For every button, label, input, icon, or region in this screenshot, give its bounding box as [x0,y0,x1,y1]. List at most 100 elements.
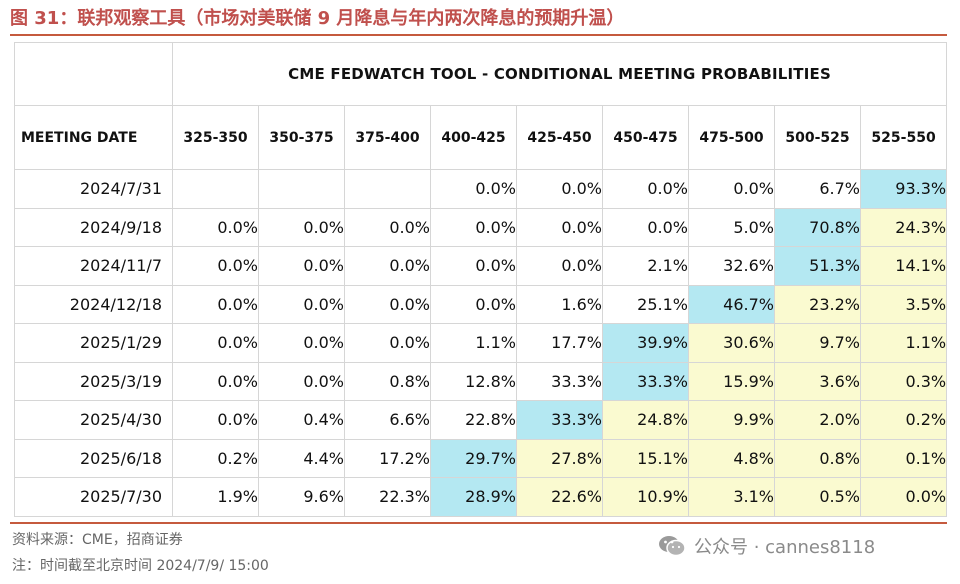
source-note: 资料来源：CME，招商证券 [12,532,183,548]
probability-cell: 15.9% [688,361,775,401]
probability-cell: 0.0% [516,207,603,247]
probability-cell: 0.8% [344,361,431,401]
probability-cell: 0.0% [430,284,517,324]
figure-title: 图 31：联邦观察工具（市场对美联储 9 月降息与年内两次降息的预期升温） [10,8,625,29]
probability-cell: 46.7% [688,284,775,324]
table-row: 2024/12/18 0.0% 0.0% 0.0% 0.0% 1.6% 25.1% 46.7%… [14,284,948,324]
probability-cell: 0.2% [172,438,259,478]
probability-cell: 0.0% [344,207,431,247]
probability-cell: 17.2% [344,438,431,478]
meeting-date-cell: 2025/6/18 [14,438,173,478]
probability-cell: 22.8% [430,400,517,440]
probability-cell: 0.0% [172,323,259,363]
probability-cell: 3.6% [774,361,861,401]
table-row: 2025/3/19 0.0% 0.0% 0.8% 12.8% 33.3% 33.3% 15.9… [14,361,948,401]
table-row: 2025/4/30 0.0% 0.4% 6.6% 22.8% 33.3% 24.8% 9.9%… [14,400,948,440]
probability-cell: 0.5% [774,477,861,517]
probability-cell: 0.0% [344,246,431,286]
table-row: 2024/7/31 0.0% 0.0% 0.0% 0.0% 6.7% 93.3% [14,169,948,209]
probability-cell: 70.8% [774,207,861,247]
table-row: 2025/1/29 0.0% 0.0% 0.0% 1.1% 17.7% 39.9% 30.6%… [14,323,948,363]
probability-cell: 5.0% [688,207,775,247]
probability-cell: 2.1% [602,246,689,286]
probability-cell: 17.7% [516,323,603,363]
probability-cell: 3.5% [859,284,948,324]
probability-cell: 32.6% [688,246,775,286]
rate-range-header: 325-350 [172,105,259,170]
table-row: 2025/6/18 0.2% 4.4% 17.2% 29.7% 27.8% 15.1% 4.8… [14,438,948,478]
meeting-date-cell: 2024/11/7 [14,246,173,286]
probability-cell: 6.7% [774,169,861,209]
watermark-text: 公众号 · cannes8118 [694,537,876,558]
bottom-divider [10,522,947,524]
meeting-date-cell: 2025/1/29 [14,323,173,363]
probability-cell: 30.6% [688,323,775,363]
probability-cell: 1.9% [172,477,259,517]
probability-cell: 0.0% [602,169,689,209]
probability-cell: 0.4% [258,400,345,440]
probability-cell: 6.6% [344,400,431,440]
meeting-date-cell: 2024/12/18 [14,284,173,324]
corner-cell [14,42,173,106]
table-row: 2025/7/30 1.9% 9.6% 22.3% 28.9% 22.6% 10.9% 3.1… [14,477,948,517]
meeting-date-header: MEETING DATE [14,105,173,170]
probability-cell: 0.0% [172,361,259,401]
probability-cell: 0.0% [172,400,259,440]
rate-range-header: 350-375 [258,105,345,170]
rate-range-header: 525-550 [859,105,948,170]
probability-cell: 9.6% [258,477,345,517]
probability-cell: 0.0% [258,207,345,247]
probability-cell: 0.0% [258,361,345,401]
probability-cell: 24.3% [859,207,948,247]
probability-cell: 51.3% [774,246,861,286]
probability-cell: 3.1% [688,477,775,517]
probability-cell: 0.0% [430,207,517,247]
table-row: 2024/9/18 0.0% 0.0% 0.0% 0.0% 0.0% 0.0% 5.0% 70.… [14,207,948,247]
probability-cell: 0.0% [172,284,259,324]
meeting-date-cell: 2025/3/19 [14,361,173,401]
probability-cell: 4.4% [258,438,345,478]
probability-cell: 9.9% [688,400,775,440]
wechat-icon [659,536,686,557]
probability-cell: 0.1% [859,438,948,478]
probability-cell: 93.3% [859,169,948,209]
probability-cell: 1.1% [859,323,948,363]
rate-range-header: 475-500 [688,105,775,170]
probability-cell: 29.7% [430,438,517,478]
probability-cell: 2.0% [774,400,861,440]
rate-range-header: 425-450 [516,105,603,170]
probability-cell: 28.9% [430,477,517,517]
probability-cell: 33.3% [516,400,603,440]
probability-cell: 33.3% [516,361,603,401]
meeting-date-cell: 2025/7/30 [14,477,173,517]
probability-cell [258,169,345,209]
table-banner: CME FEDWATCH TOOL - CONDITIONAL MEETING … [171,42,948,106]
probability-cell: 0.0% [344,284,431,324]
probability-cell: 0.0% [602,207,689,247]
probability-cell: 0.0% [859,477,948,517]
probability-cell [172,169,259,209]
probability-cell: 0.0% [258,246,345,286]
probability-cell: 39.9% [602,323,689,363]
probability-cell: 33.3% [602,361,689,401]
table-row: 2024/11/7 0.0% 0.0% 0.0% 0.0% 0.0% 2.1% 32.6% 51… [14,246,948,286]
probability-cell: 1.6% [516,284,603,324]
meeting-date-cell: 2024/9/18 [14,207,173,247]
probability-cell: 0.3% [859,361,948,401]
rate-range-header: 400-425 [430,105,517,170]
probability-cell: 24.8% [602,400,689,440]
probability-cell: 4.8% [688,438,775,478]
probability-cell: 0.0% [258,323,345,363]
probability-cell: 22.6% [516,477,603,517]
probability-cell: 14.1% [859,246,948,286]
probability-cell: 23.2% [774,284,861,324]
probability-cell: 22.3% [344,477,431,517]
table-body: 2024/7/31 0.0% 0.0% 0.0% 0.0% 6.7% 93.3% 2024/9… [14,169,948,517]
probability-cell: 1.1% [430,323,517,363]
fedwatch-table: CME FEDWATCH TOOL - CONDITIONAL MEETING … [14,42,948,517]
meeting-date-cell: 2024/7/31 [14,169,173,209]
probability-cell: 9.7% [774,323,861,363]
probability-cell: 0.0% [430,169,517,209]
probability-cell: 0.8% [774,438,861,478]
title-divider [10,34,947,36]
